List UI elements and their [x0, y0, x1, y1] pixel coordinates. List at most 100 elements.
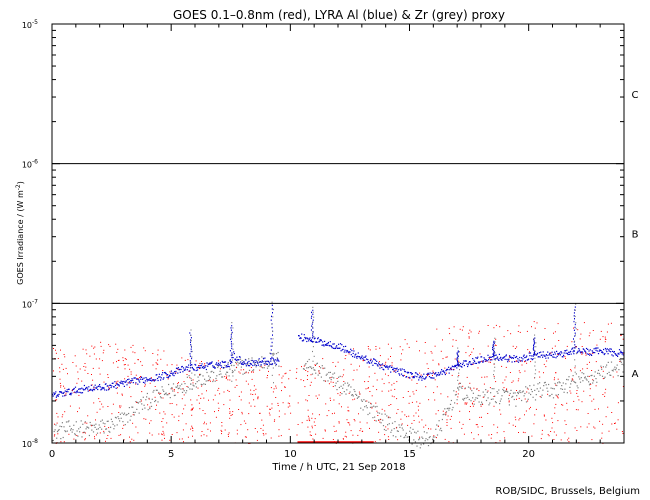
spike-point	[191, 350, 193, 353]
lyra-zr-point	[519, 390, 521, 392]
lyra-zr-point	[583, 373, 585, 375]
lyra-al-point	[548, 354, 550, 356]
lyra-al-point	[149, 379, 152, 381]
spike-point	[273, 352, 275, 354]
lyra-al-point	[553, 356, 555, 358]
series-goes	[53, 321, 625, 444]
lyra-zr-point	[147, 409, 149, 411]
lyra-zr-point	[339, 375, 341, 377]
lyra-al-point	[268, 362, 270, 364]
lyra-al-point	[439, 372, 441, 374]
spike-point	[459, 365, 460, 367]
lyra-zr-point	[307, 367, 309, 369]
goes-point	[107, 374, 109, 376]
goes-point	[571, 341, 573, 343]
goes-point	[199, 408, 201, 410]
goes-point	[160, 392, 162, 394]
lyra-al-point	[65, 394, 67, 396]
goes-point	[604, 341, 606, 343]
goes-point	[192, 435, 193, 437]
goes-point	[262, 424, 264, 426]
lyra-zr-point	[480, 404, 482, 406]
lyra-zr-point	[158, 391, 160, 394]
goes-point	[87, 415, 89, 417]
spike-point	[459, 351, 460, 353]
lyra-al-point	[213, 366, 215, 368]
spike-point	[312, 311, 314, 313]
spike-point	[189, 362, 191, 364]
lyra-al-point	[332, 343, 334, 345]
lyra-al-point	[472, 358, 474, 360]
goes-point	[387, 428, 389, 430]
lyra-zr-point	[464, 387, 466, 389]
lyra-zr-point	[338, 376, 340, 378]
lyra-zr-point	[181, 391, 184, 393]
lyra-zr-point	[593, 375, 595, 377]
lyra-zr-point	[342, 387, 344, 389]
goes-point	[263, 434, 265, 436]
goes-point	[60, 385, 62, 387]
lyra-zr-point	[74, 434, 77, 436]
lyra-al-point	[602, 352, 604, 354]
spike-point	[190, 340, 192, 342]
goes-point	[515, 360, 517, 362]
goes-point	[217, 389, 219, 391]
lyra-al-point	[384, 365, 386, 367]
goes-point	[313, 421, 315, 423]
goes-point	[236, 433, 238, 435]
goes-point	[162, 418, 164, 420]
lyra-zr-point	[169, 397, 171, 399]
lyra-zr-point	[208, 375, 210, 377]
goes-point	[363, 359, 365, 361]
lyra-al-point	[162, 372, 164, 374]
lyra-al-point	[474, 360, 476, 363]
lyra-zr-point	[109, 431, 111, 433]
lyra-al-point	[175, 367, 178, 369]
lyra-al-point	[273, 359, 275, 361]
goes-point	[368, 366, 370, 368]
goes-point	[413, 420, 415, 421]
lyra-al-point	[622, 354, 624, 356]
goes-point	[109, 345, 111, 347]
lyra-zr-point	[472, 397, 474, 399]
lyra-zr-point	[432, 438, 434, 440]
goes-point	[207, 428, 209, 430]
goes-point	[296, 434, 298, 436]
goes-point	[381, 408, 383, 410]
lyra-zr-point	[222, 376, 224, 378]
spike-point	[312, 350, 313, 353]
lyra-al-point	[597, 347, 599, 349]
lyra-al-point	[363, 356, 365, 358]
lyra-zr-point	[536, 388, 538, 390]
lyra-zr-point	[543, 382, 546, 384]
goes-point	[466, 402, 468, 404]
goes-point	[548, 435, 550, 437]
spike-point	[457, 356, 459, 358]
lyra-zr-point	[198, 379, 200, 382]
goes-point	[493, 375, 495, 377]
lyra-al-point	[607, 353, 609, 355]
lyra-zr-point	[376, 405, 378, 408]
lyra-zr-point	[186, 376, 188, 378]
goes-point	[359, 365, 360, 367]
goes-point	[450, 368, 452, 370]
spike-point	[272, 338, 274, 340]
lyra-al-point	[242, 363, 244, 366]
lyra-zr-point	[479, 395, 481, 397]
lyra-zr-point	[181, 383, 183, 385]
lyra-zr-point	[202, 375, 204, 377]
lyra-al-point	[604, 353, 606, 355]
lyra-al-point	[85, 387, 87, 389]
goes-point	[478, 330, 480, 332]
goes-point	[105, 440, 106, 442]
lyra-zr-point	[83, 431, 85, 433]
lyra-al-point	[108, 387, 110, 389]
lyra-al-point	[400, 373, 403, 375]
lyra-al-point	[609, 348, 611, 350]
lyra-al-point	[367, 361, 370, 363]
goes-point	[447, 396, 449, 398]
goes-point	[117, 360, 119, 361]
lyra-al-point	[585, 351, 587, 353]
goes-point	[581, 401, 583, 403]
lyra-zr-point	[516, 395, 518, 397]
